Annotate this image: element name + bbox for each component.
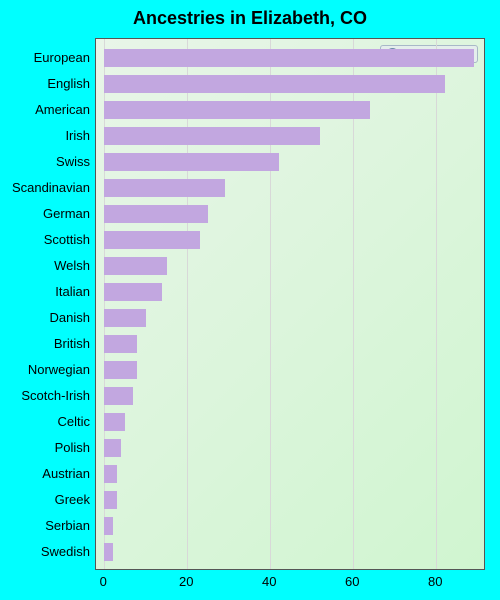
y-tick-label: Celtic xyxy=(57,414,90,429)
chart-title: Ancestries in Elizabeth, CO xyxy=(0,8,500,29)
x-tick-label: 80 xyxy=(428,574,442,589)
y-tick-label: Swedish xyxy=(41,544,90,559)
y-tick-label: Serbian xyxy=(45,518,90,533)
y-tick-label: Welsh xyxy=(54,258,90,273)
bar xyxy=(104,439,121,457)
bar xyxy=(104,465,116,483)
y-tick-label: English xyxy=(47,76,90,91)
y-tick-label: Norwegian xyxy=(28,362,90,377)
bar xyxy=(104,543,112,561)
x-tick-label: 20 xyxy=(179,574,193,589)
y-tick-label: Scandinavian xyxy=(12,180,90,195)
plot-frame: City-Data.com xyxy=(95,38,485,570)
bar xyxy=(104,283,162,301)
y-tick-label: European xyxy=(34,50,90,65)
y-tick-label: Swiss xyxy=(56,154,90,169)
y-tick-label: German xyxy=(43,206,90,221)
x-tick-label: 60 xyxy=(345,574,359,589)
bar xyxy=(104,517,112,535)
bar xyxy=(104,75,444,93)
y-tick-label: Austrian xyxy=(42,466,90,481)
y-tick-label: American xyxy=(35,102,90,117)
bar xyxy=(104,179,224,197)
bar xyxy=(104,257,166,275)
bar xyxy=(104,413,125,431)
bar xyxy=(104,127,320,145)
gridline xyxy=(436,39,437,569)
y-tick-label: Scotch-Irish xyxy=(21,388,90,403)
bar xyxy=(104,335,137,353)
plot-area: City-Data.com xyxy=(96,39,484,569)
bar xyxy=(104,101,370,119)
y-tick-label: Polish xyxy=(55,440,90,455)
bar xyxy=(104,309,145,327)
y-tick-label: Greek xyxy=(55,492,90,507)
bar xyxy=(104,205,208,223)
y-tick-label: Danish xyxy=(50,310,90,325)
chart-container: Ancestries in Elizabeth, CO City-Data.co… xyxy=(0,0,500,600)
x-tick-label: 0 xyxy=(100,574,107,589)
y-tick-label: British xyxy=(54,336,90,351)
bar xyxy=(104,387,133,405)
y-tick-label: Scottish xyxy=(44,232,90,247)
bar xyxy=(104,361,137,379)
y-tick-label: Italian xyxy=(55,284,90,299)
bar xyxy=(104,49,473,67)
bar xyxy=(104,231,199,249)
y-tick-label: Irish xyxy=(65,128,90,143)
bar xyxy=(104,153,278,171)
x-tick-label: 40 xyxy=(262,574,276,589)
bar xyxy=(104,491,116,509)
